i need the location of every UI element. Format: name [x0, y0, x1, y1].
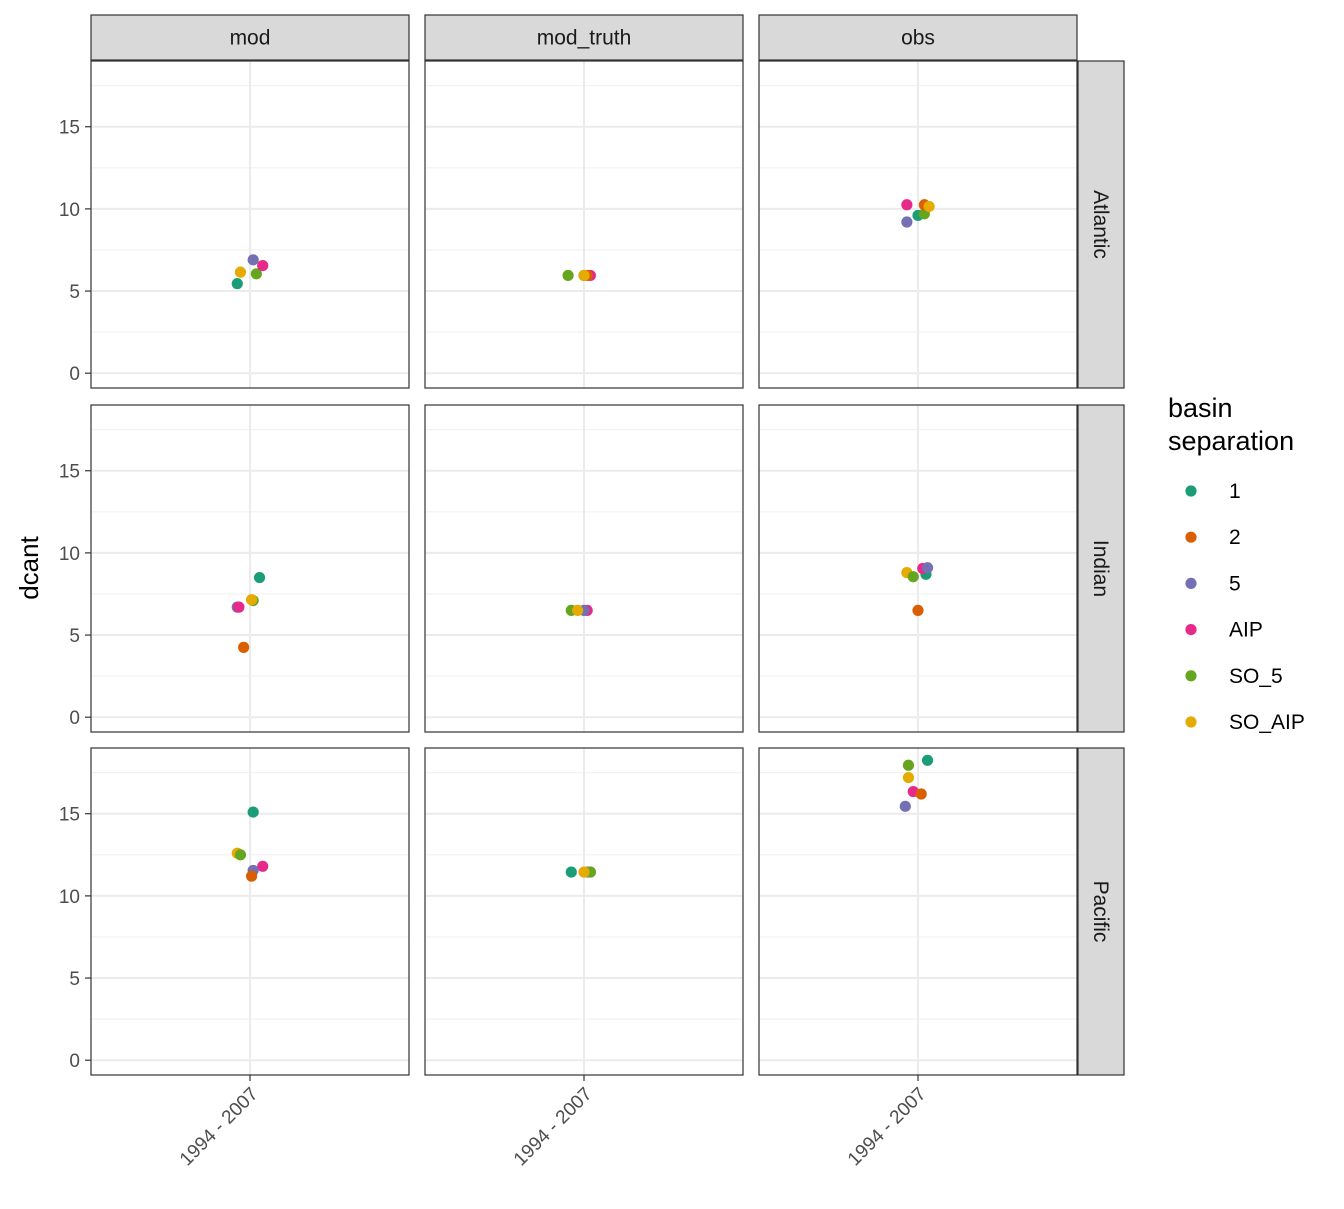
column-strips: mod mod_truth obs: [90, 14, 1078, 61]
panel-border: [424, 60, 744, 389]
y-tick-label: 0: [69, 1051, 80, 1072]
point-mod-Pacific-2: [245, 870, 258, 882]
x-tick-label: 1994 - 2007: [176, 1084, 263, 1171]
legend-entry-5: 5: [1185, 572, 1241, 595]
point-mod_truth-Indian-SO_AIP: [572, 604, 584, 617]
point-mod-Indian-1: [253, 571, 266, 584]
x-tick-label: 1994 - 2007: [510, 1084, 597, 1171]
point-mod-Atlantic-5: [247, 254, 259, 266]
point-mod-Atlantic-AIP: [257, 259, 269, 272]
point-obs-Pacific-2: [915, 788, 927, 800]
point-mod-Indian-2: [238, 641, 250, 653]
point-mod-Indian-AIP: [233, 601, 245, 613]
panel-mod_truth-Indian: [424, 404, 744, 733]
panel-mod_truth-Atlantic: [424, 60, 744, 389]
y-axes: 0 5 10 15 0 5 10 15 0 5 10 15: [59, 118, 91, 1072]
row-strips: Atlantic Indian Pacific: [1077, 60, 1125, 1076]
strip-label: Indian: [1089, 540, 1112, 597]
y-tick-label: 0: [69, 708, 80, 729]
y-tick-label: 10: [59, 887, 80, 908]
y-tick-label: 10: [59, 544, 80, 565]
point-obs-Pacific-SO_5: [902, 759, 915, 771]
strip-label: mod_truth: [537, 27, 632, 50]
panel-obs-Pacific: [758, 747, 1078, 1076]
point-mod-Pacific-AIP: [257, 860, 269, 872]
point-obs-Pacific-5: [899, 800, 911, 812]
legend-key: [1185, 531, 1197, 543]
strip-Atlantic: Atlantic: [1077, 60, 1125, 389]
point-mod_truth-Atlantic-SO_AIP: [578, 269, 590, 282]
legend-key: [1185, 670, 1197, 682]
legend-label: 2: [1229, 526, 1241, 549]
legend-label: SO_5: [1229, 665, 1283, 688]
strip-label: obs: [901, 27, 935, 50]
point-mod-Atlantic-SO_5: [250, 268, 262, 280]
point-obs-Pacific-1: [921, 754, 934, 766]
legend-entry-AIP: AIP: [1185, 619, 1263, 642]
panel-mod_truth-Pacific: [424, 747, 744, 1076]
y-tick-label: 10: [59, 200, 80, 221]
legend-entry-2: 2: [1185, 526, 1241, 549]
panel-mod-Atlantic: [90, 60, 410, 389]
x-tick-label: 1994 - 2007: [844, 1084, 931, 1171]
legend-entry-SO_AIP: SO_AIP: [1185, 711, 1305, 734]
point-obs-Atlantic-5: [901, 216, 913, 228]
y-tick-label: 5: [69, 282, 80, 303]
panel-border: [90, 404, 410, 733]
legend-label: AIP: [1229, 619, 1263, 642]
y-tick-label: 0: [69, 364, 80, 385]
legend-label: SO_AIP: [1229, 711, 1305, 734]
strip-Indian: Indian: [1077, 404, 1125, 733]
panel-border: [758, 404, 1078, 733]
y-tick-label: 5: [69, 969, 80, 990]
point-mod_truth-Pacific-1: [565, 866, 577, 878]
y-tick-label: 15: [59, 118, 80, 139]
point-mod-Indian-SO_AIP: [245, 594, 258, 606]
legend-key: [1185, 577, 1197, 590]
panel-mod-Indian: [90, 404, 410, 733]
strip-label: Atlantic: [1089, 190, 1112, 259]
facet-panels: [90, 60, 1078, 1076]
legend-key: [1185, 716, 1197, 728]
legend-entry-1: 1: [1185, 480, 1241, 503]
panel-mod-Pacific: [90, 747, 410, 1076]
legend-title-line: separation: [1168, 426, 1294, 456]
point-mod-Pacific-SO_5: [234, 849, 247, 861]
strip-mod_truth: mod_truth: [424, 14, 744, 61]
legend-key: [1185, 485, 1197, 497]
strip-label: Pacific: [1089, 881, 1112, 943]
strip-Pacific: Pacific: [1077, 747, 1125, 1076]
point-mod_truth-Pacific-SO_AIP: [578, 866, 590, 878]
legend-key: [1185, 624, 1197, 636]
panel-obs-Atlantic: [758, 60, 1078, 389]
point-mod-Atlantic-SO_AIP: [234, 266, 247, 278]
point-obs-Indian-5: [921, 562, 934, 574]
point-mod_truth-Atlantic-SO_5: [562, 269, 574, 282]
point-obs-Indian-2: [912, 604, 924, 617]
y-axis-title: dcant: [14, 535, 44, 599]
panel-border: [424, 404, 744, 733]
panel-border: [90, 60, 410, 389]
point-mod-Pacific-1: [247, 806, 259, 818]
x-axes: 1994 - 2007 1994 - 2007 1994 - 2007: [176, 1075, 931, 1170]
legend-label: 5: [1229, 572, 1241, 595]
legend-label: 1: [1229, 480, 1241, 503]
strip-mod: mod: [90, 14, 410, 61]
legend-title-line: basin: [1168, 393, 1233, 423]
point-mod-Atlantic-1: [231, 278, 243, 290]
legend-entry-SO_5: SO_5: [1185, 665, 1283, 688]
y-tick-label: 5: [69, 626, 80, 647]
y-tick-label: 15: [59, 805, 80, 826]
point-obs-Indian-SO_5: [907, 571, 919, 583]
strip-label: mod: [230, 27, 271, 50]
panel-border: [758, 60, 1078, 389]
y-tick-label: 15: [59, 462, 80, 483]
point-obs-Atlantic-SO_AIP: [923, 200, 935, 213]
point-obs-Atlantic-AIP: [901, 199, 913, 211]
strip-obs: obs: [758, 14, 1078, 61]
point-obs-Pacific-SO_AIP: [902, 771, 915, 784]
